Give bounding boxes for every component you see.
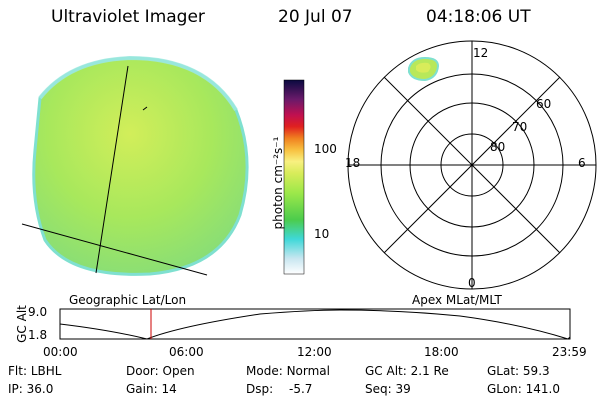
- mlt-label-6: 6: [578, 156, 586, 170]
- mlt-label-18: 18: [345, 156, 361, 170]
- mlat-label-80: 80: [490, 140, 506, 154]
- mlt-label-0: 0: [468, 276, 476, 290]
- projection-label-geographic: Geographic Lat/Lon: [69, 293, 187, 307]
- aurora-patch-core: [416, 62, 431, 73]
- info-gain-value: 14: [161, 382, 177, 396]
- xtick-2359: 23:59: [552, 345, 587, 359]
- info-dsp-label: Dsp:: [246, 382, 274, 396]
- time-label: 04:18:06 UT: [426, 7, 531, 27]
- latitude-line: [21, 223, 208, 276]
- mlt-line-diag2: [383, 76, 561, 254]
- colorbar-tick-100: 100: [314, 142, 337, 156]
- info-door-label: Door:: [126, 364, 159, 378]
- info-dsp-value: -5.7: [288, 382, 313, 396]
- info-gain-label: Gain:: [126, 382, 158, 396]
- info-ip-value: 36.0: [26, 382, 54, 396]
- info-door: Door: Open: [126, 364, 195, 378]
- meridian-line: [95, 65, 129, 274]
- info-gc-alt-value: 2.1 Re: [410, 364, 449, 378]
- info-gc-alt: GC Alt: 2.1 Re: [365, 364, 449, 378]
- altitude-plot-frame: [59, 308, 571, 340]
- mlat-label-60: 60: [536, 97, 552, 111]
- limb-glow: [38, 55, 238, 112]
- info-glat-label: GLat:: [487, 364, 520, 378]
- instrument-title: Ultraviolet Imager: [51, 7, 205, 27]
- xtick-1200: 12:00: [297, 345, 332, 359]
- info-glon-value: 141.0: [525, 382, 560, 396]
- tick-mark: [142, 106, 148, 111]
- info-seq-label: Seq:: [365, 382, 392, 396]
- mlt-label-12: 12: [473, 46, 489, 60]
- info-flt-label: Flt:: [8, 364, 27, 378]
- polar-plot: [347, 40, 597, 290]
- info-glat: GLat: 59.3: [487, 364, 550, 378]
- info-glat-value: 59.3: [522, 364, 550, 378]
- info-flt: Flt: LBHL: [8, 364, 61, 378]
- info-glon: GLon: 141.0: [487, 382, 560, 396]
- mlat-label-70: 70: [512, 120, 528, 134]
- info-ip-label: IP:: [8, 382, 23, 396]
- info-door-value: Open: [162, 364, 195, 378]
- altitude-curve: [59, 309, 571, 340]
- info-gain: Gain: 14: [126, 382, 177, 396]
- xtick-1800: 18:00: [424, 345, 459, 359]
- info-mode-label: Mode:: [246, 364, 283, 378]
- colorbar: [283, 79, 305, 275]
- info-gc-alt-label: GC Alt:: [365, 364, 407, 378]
- date-label: 20 Jul 07: [278, 7, 353, 27]
- altitude-ylabel: GC Alt: [15, 305, 29, 343]
- xtick-0000: 00:00: [43, 345, 78, 359]
- altitude-ytick-9: 9.0: [28, 305, 48, 319]
- globe-image: [21, 55, 249, 276]
- altitude-ytick-1-8: 1.8: [28, 328, 48, 342]
- info-glon-label: GLon:: [487, 382, 522, 396]
- info-dsp: Dsp: -5.7: [246, 382, 312, 396]
- info-seq-value: 39: [395, 382, 411, 396]
- projection-label-apex: Apex MLat/MLT: [412, 293, 502, 307]
- colorbar-tick-10: 10: [314, 227, 330, 241]
- info-mode: Mode: Normal: [246, 364, 330, 378]
- info-mode-value: Normal: [286, 364, 330, 378]
- info-flt-value: LBHL: [30, 364, 62, 378]
- xtick-0600: 06:00: [169, 345, 204, 359]
- info-ip: IP: 36.0: [8, 382, 53, 396]
- altitude-plot: [59, 308, 571, 340]
- info-seq: Seq: 39: [365, 382, 411, 396]
